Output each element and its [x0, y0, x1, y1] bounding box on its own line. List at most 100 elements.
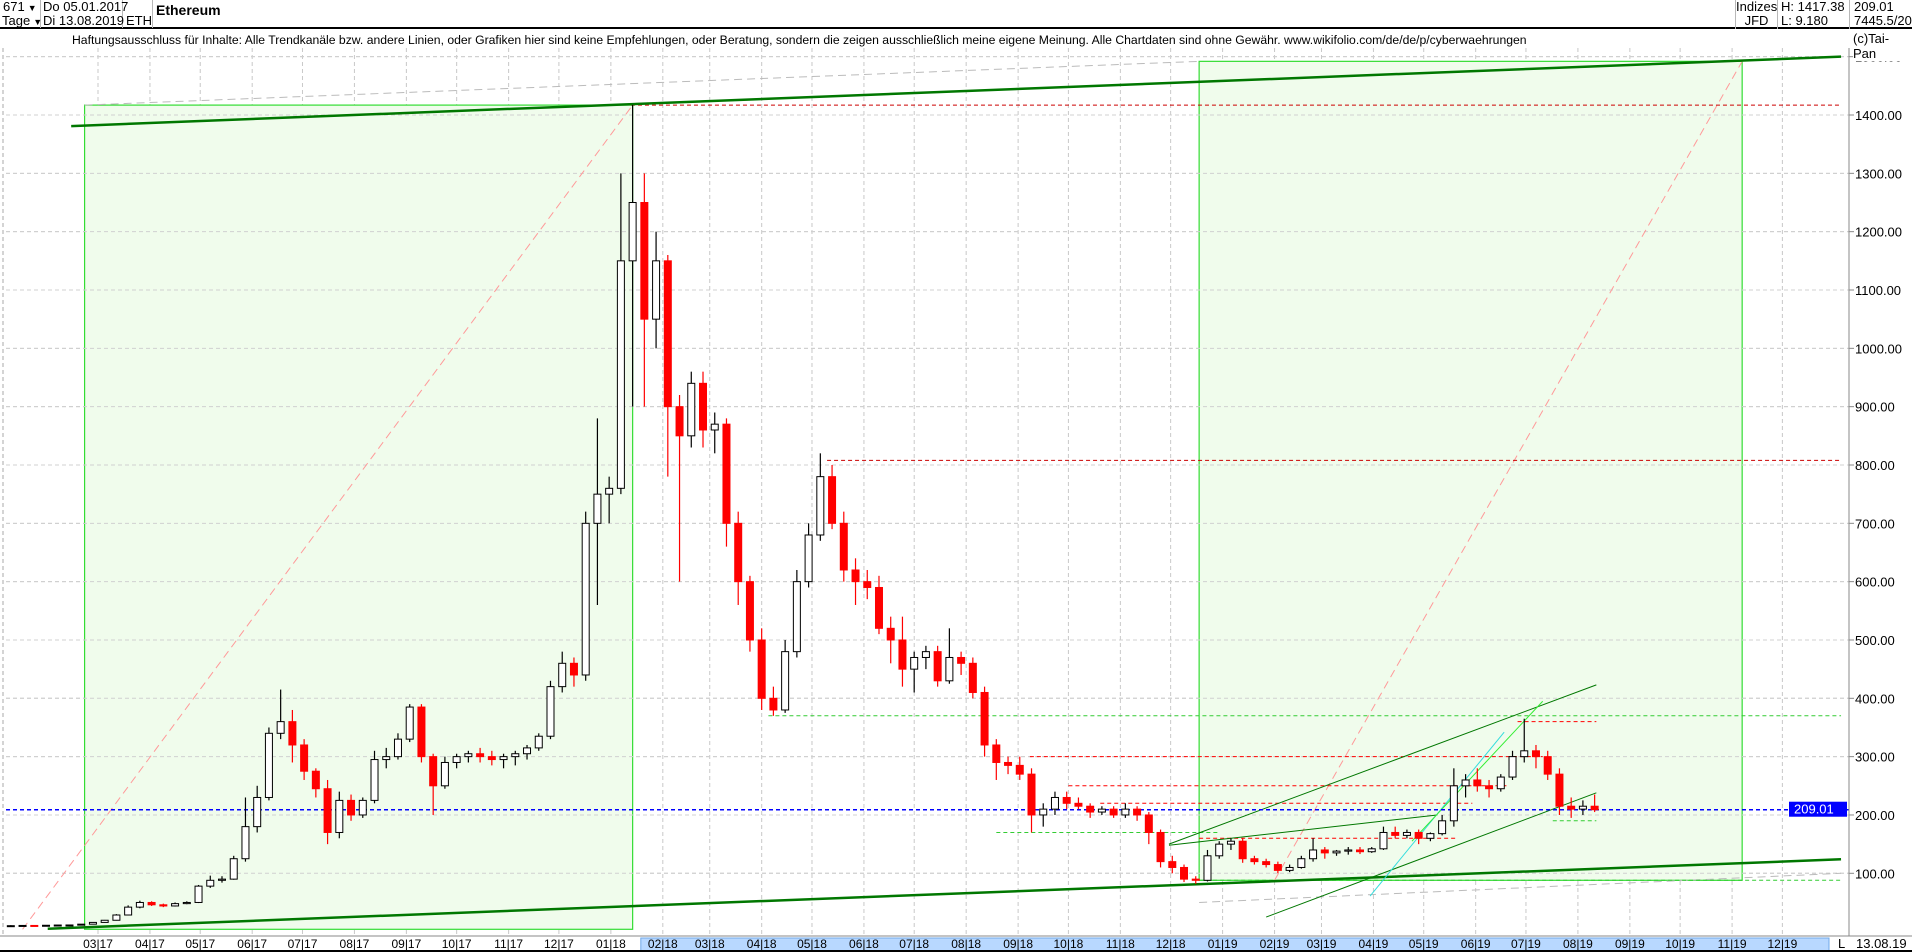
period-select[interactable]: Tage ▼ — [0, 13, 43, 28]
candle-body — [6, 925, 15, 928]
chevron-down-icon: ▼ — [27, 3, 37, 13]
mode-indicator[interactable]: L — [1838, 936, 1846, 951]
candle-body — [112, 914, 121, 921]
candle-body — [792, 581, 801, 653]
y-tick-label: 1400.00 — [1855, 108, 1902, 123]
date-from[interactable]: Do 05.01.2017 — [43, 0, 129, 15]
y-tick-label: 1300.00 — [1855, 166, 1902, 181]
x-tick-label: 02|18 — [648, 937, 678, 951]
candle-body — [699, 382, 708, 431]
diagonal-line — [1199, 872, 1842, 903]
candle-body — [663, 260, 672, 408]
trendline — [71, 55, 1842, 128]
candle-body — [511, 753, 520, 758]
candle-body — [921, 651, 930, 658]
candle-body — [710, 423, 719, 431]
candle-body — [1578, 805, 1587, 810]
x-tick-label: 09|18 — [1003, 937, 1033, 951]
candle-body — [1379, 831, 1388, 850]
y-tick-label: 500.00 — [1855, 633, 1895, 648]
candle-body — [1367, 848, 1376, 853]
volume-value: 7445.5/20 — [1854, 13, 1912, 28]
x-tick-label: 07|17 — [288, 937, 318, 951]
candle-body — [405, 706, 414, 740]
candle-body — [1238, 840, 1247, 860]
candle-body — [135, 901, 144, 908]
candle-body — [452, 756, 461, 763]
candle-body — [1039, 808, 1048, 816]
x-tick-label: 01|19 — [1208, 937, 1238, 951]
y-tick-label: 1100.00 — [1855, 283, 1901, 298]
candle-body — [382, 756, 391, 761]
candle-body — [182, 901, 191, 905]
candle-body — [1496, 776, 1505, 790]
last-price-label: 209.01 — [1794, 802, 1834, 817]
candle-body — [593, 493, 602, 524]
candle-body — [311, 770, 320, 790]
y-tick-label: 200.00 — [1855, 808, 1895, 823]
candle-body — [124, 906, 133, 916]
x-tick-label: 06|17 — [237, 937, 267, 951]
candle-body — [440, 761, 449, 787]
candle-body — [1180, 866, 1189, 880]
candle-body — [1531, 750, 1540, 758]
group-cell: Indizes JFD — [1735, 0, 1778, 29]
x-tick-label: 10|19 — [1665, 937, 1695, 951]
candle-body — [1485, 785, 1494, 790]
candle-body — [933, 651, 942, 682]
x-tick-label: 01|18 — [596, 937, 626, 951]
source: JFD — [1744, 13, 1769, 28]
candle-body — [569, 662, 578, 676]
chart-title: Ethereum — [156, 2, 221, 18]
period-value: Tage — [2, 13, 31, 28]
x-tick-label: 12|17 — [544, 937, 574, 951]
date-to[interactable]: Di 13.08.2019 — [43, 13, 124, 28]
candle-body — [288, 721, 297, 746]
candle-body — [1567, 805, 1576, 810]
candle-body — [1262, 861, 1271, 866]
candle-body — [675, 406, 684, 437]
x-tick-label: 08|19 — [1563, 937, 1593, 951]
candle-body — [558, 662, 567, 688]
candle-body — [499, 756, 508, 761]
x-tick-label: 07|19 — [1511, 937, 1541, 951]
candle-body — [1543, 756, 1552, 775]
x-tick-label: 04|19 — [1359, 937, 1389, 951]
candle-body — [992, 744, 1001, 763]
annotation-box — [1198, 60, 1743, 881]
trendline — [47, 858, 1842, 930]
candle-body — [1273, 864, 1282, 871]
candle-body — [1015, 764, 1024, 775]
y-tick-label: 1000.00 — [1855, 341, 1902, 356]
candle-body — [1309, 849, 1318, 860]
candle-body — [687, 382, 696, 437]
candle-body — [652, 260, 661, 320]
y-tick-label: 300.00 — [1855, 750, 1895, 765]
y-tick-label: 1200.00 — [1855, 225, 1902, 240]
candle-body — [980, 691, 989, 746]
candle-body — [581, 522, 590, 676]
candle-body — [1156, 831, 1165, 863]
candle-body — [1121, 808, 1130, 816]
candle-body — [476, 753, 485, 758]
x-tick-label: 10|17 — [442, 937, 472, 951]
symbol: ETH — [123, 14, 153, 28]
candle-body — [957, 656, 966, 664]
trendline — [1168, 684, 1597, 845]
candle-body — [1133, 808, 1142, 816]
x-tick-label: 03|18 — [695, 937, 725, 951]
candle-body — [1004, 761, 1013, 766]
count-select[interactable]: 671 ▼ — [0, 0, 41, 15]
candle-body — [1391, 831, 1400, 836]
candle-body — [206, 879, 215, 887]
candle-body — [241, 826, 250, 860]
candle-body — [863, 581, 872, 588]
chevron-down-icon: ▼ — [33, 17, 43, 27]
x-tick-label: 04|17 — [135, 937, 165, 951]
candle-body — [1250, 858, 1259, 863]
candle-body — [1062, 796, 1071, 804]
candle-body — [898, 639, 907, 670]
trendline — [1265, 792, 1597, 918]
candle-body — [1449, 785, 1458, 822]
